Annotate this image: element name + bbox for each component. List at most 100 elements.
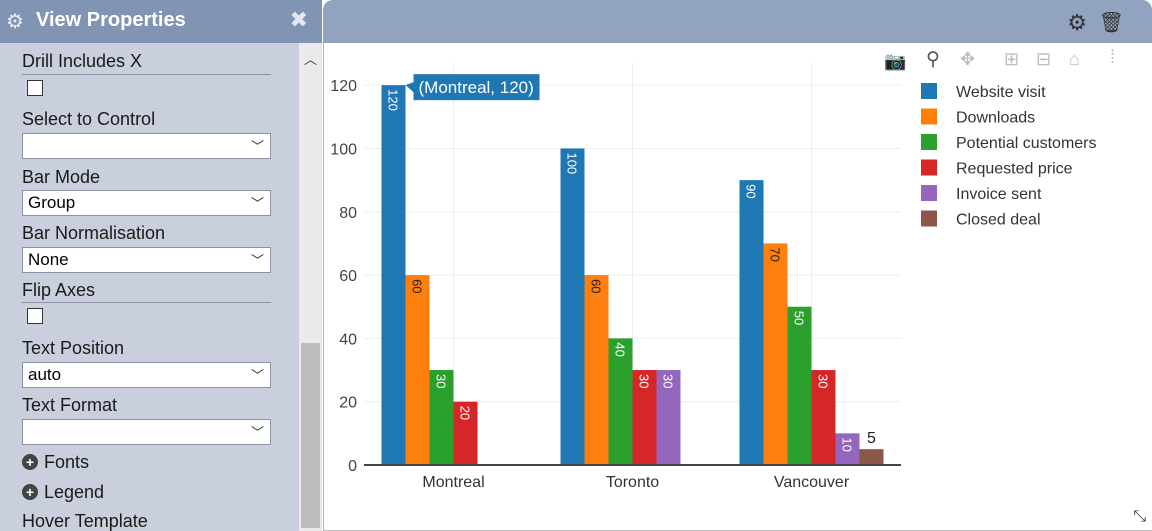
bar-value-label: 90 — [744, 184, 759, 198]
select-to-control-dropdown[interactable]: ﹀ — [22, 133, 271, 159]
drill-includes-x-label: Drill Includes X — [22, 51, 143, 71]
plus-circle-icon: + — [22, 484, 38, 500]
bar — [632, 370, 657, 465]
bar — [835, 433, 860, 465]
chart-toolbar: ⚙ 🗑 — [323, 0, 1152, 43]
bar — [608, 338, 633, 465]
zoom-icon[interactable]: ⚲ — [926, 49, 940, 70]
camera-icon[interactable]: 📷 — [884, 51, 907, 71]
x-tick-label: Montreal — [422, 474, 484, 491]
select-to-control-label: Select to Control — [22, 109, 156, 129]
legend-label: Legend — [44, 482, 105, 502]
view-properties-panel: ⚙ View Properties ✖ Drill Includes X Sel… — [0, 0, 322, 531]
text-position-label: Text Position — [22, 338, 125, 358]
bar — [429, 370, 454, 465]
bar-mode-value: Group — [28, 193, 76, 212]
divider — [22, 302, 271, 303]
tooltip-box — [413, 74, 540, 101]
bar — [381, 85, 406, 466]
resize-icon[interactable]: ⤡ — [1133, 508, 1146, 525]
legend-label: Downloads — [956, 110, 1035, 127]
bar-chart: 0 20 40 60 80 100 120 120 60 30 20 Montreal 100 60 40 3… — [330, 63, 1097, 491]
bar-value-label: 60 — [589, 279, 604, 293]
y-tick-label: 60 — [339, 268, 357, 285]
bar-value-label: 5 — [867, 430, 876, 447]
close-icon[interactable]: ✖ — [289, 7, 308, 32]
hover-template-label: Hover Template — [22, 511, 148, 531]
bar-normalisation-label: Bar Normalisation — [22, 223, 166, 243]
pan-icon[interactable]: ✥ — [960, 49, 976, 69]
legend-expander[interactable]: + Legend — [22, 482, 104, 503]
bar-normalisation-dropdown[interactable]: None ﹀ — [22, 247, 271, 273]
plus-circle-icon: + — [22, 454, 38, 470]
legend-label: Invoice sent — [956, 186, 1042, 203]
tooltip-text: (Montreal, 120) — [419, 78, 534, 97]
bar — [560, 148, 585, 465]
bar — [811, 370, 836, 465]
gear-icon[interactable]: ⚙ — [1067, 10, 1087, 35]
bar-mode-dropdown[interactable]: Group ﹀ — [22, 190, 271, 216]
properties-list: Drill Includes X Select to Control ﹀ Bar… — [0, 43, 298, 531]
legend-swatch — [921, 210, 937, 227]
bar-value-label: 100 — [565, 152, 580, 174]
bar-value-label: 30 — [637, 374, 652, 388]
y-tick-label: 80 — [339, 205, 357, 222]
bar-value-label: 60 — [410, 279, 425, 293]
bar-value-label: 70 — [768, 247, 783, 261]
sidebar-scrollbar[interactable]: ︿ — [299, 43, 322, 531]
legend-label: Closed deal — [956, 212, 1041, 229]
text-format-label: Text Format — [22, 395, 118, 415]
fonts-label: Fonts — [44, 452, 90, 472]
bar — [405, 275, 430, 465]
y-tick-label: 40 — [339, 331, 357, 348]
fonts-expander[interactable]: + Fonts — [22, 452, 89, 473]
chevron-down-icon: ﹀ — [250, 139, 264, 154]
flip-axes-checkbox[interactable] — [27, 308, 43, 324]
home-icon[interactable]: ⌂ — [1069, 49, 1080, 69]
legend-swatch — [921, 83, 937, 99]
panel-title: View Properties — [36, 9, 186, 31]
chevron-down-icon: ﹀ — [250, 253, 264, 268]
bar — [739, 180, 764, 465]
gear-icon: ⚙ — [6, 11, 24, 33]
spike-icon[interactable]: ⁞ — [1110, 47, 1116, 67]
bar-value-label: 40 — [613, 342, 628, 356]
x-tick-label: Vancouver — [774, 474, 850, 491]
bar-normalisation-value: None — [28, 250, 69, 269]
bar — [584, 275, 609, 465]
y-tick-label: 20 — [339, 395, 357, 412]
panel-header: ⚙ View Properties ✖ — [0, 0, 322, 43]
legend-swatch — [921, 185, 937, 201]
bar-value-label: 30 — [816, 374, 831, 388]
bar — [787, 306, 812, 465]
text-position-dropdown[interactable]: auto ﹀ — [22, 362, 271, 388]
bar-value-label: 30 — [434, 374, 449, 388]
bar-value-label: 120 — [386, 89, 401, 111]
x-tick-label: Toronto — [606, 474, 659, 491]
text-position-value: auto — [28, 365, 62, 384]
scroll-up-arrow[interactable]: ︿ — [303, 52, 317, 67]
flip-axes-label: Flip Axes — [22, 280, 96, 300]
trash-icon[interactable]: 🗑 — [1098, 12, 1124, 34]
zoom-in-icon[interactable]: ⊞ — [1004, 49, 1020, 69]
legend-swatch — [921, 108, 937, 125]
bar — [453, 401, 478, 465]
legend-swatch — [921, 159, 937, 176]
legend-label: Potential customers — [956, 135, 1097, 152]
chevron-down-icon: ﹀ — [250, 196, 264, 211]
text-format-dropdown[interactable]: ﹀ — [22, 419, 271, 445]
divider — [22, 74, 271, 75]
bar — [763, 243, 788, 465]
legend-swatch — [921, 134, 937, 150]
tooltip-pointer — [405, 82, 414, 93]
bar-value-label: 20 — [458, 406, 473, 420]
bar-value-label: 50 — [792, 311, 807, 325]
drill-includes-x-checkbox[interactable] — [27, 80, 43, 96]
zoom-out-icon[interactable]: ⊟ — [1036, 49, 1052, 69]
bar-value-label: 10 — [840, 437, 855, 451]
bar-mode-label: Bar Mode — [22, 167, 101, 187]
y-tick-label: 120 — [330, 78, 357, 95]
scroll-thumb[interactable] — [301, 343, 320, 528]
chevron-down-icon: ﹀ — [250, 368, 264, 383]
bar — [859, 449, 884, 465]
